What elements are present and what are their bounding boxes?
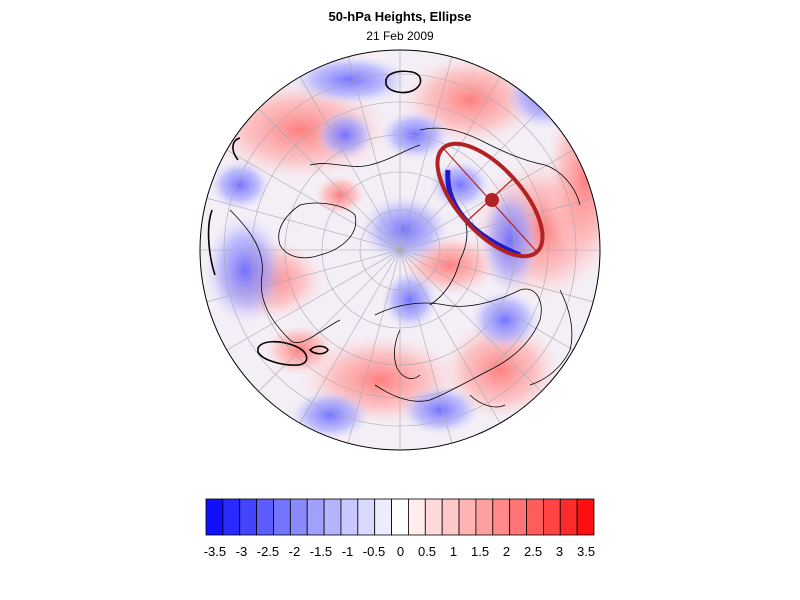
anomaly-field [200, 50, 600, 450]
colorbar-cell [357, 498, 376, 536]
colorbar-cell [509, 498, 527, 536]
colorbar-tick-label: -2 [288, 544, 301, 559]
colorbar-tick-label: 1.5 [470, 544, 490, 559]
colorbar-tick-label: 0 [396, 544, 405, 559]
ellipse-center [485, 193, 499, 207]
colorbar-cell [374, 498, 392, 536]
graticule [200, 50, 600, 450]
map-title: 50-hPa Heights, Ellipse [328, 9, 472, 24]
colorbar-tick-label: -1.5 [309, 544, 333, 559]
negative-anomaly [480, 185, 540, 295]
colorbar-tick-label: 2.5 [523, 544, 543, 559]
colorbar-cell [441, 498, 460, 536]
colorbar-tick-label: 2 [502, 544, 511, 559]
colorbar-cell [526, 498, 544, 536]
colorbar-cell [239, 498, 258, 536]
colorbar-tick-label: 0.5 [417, 544, 437, 559]
ellipse-overlay [435, 141, 545, 259]
colorbar-tick-label: -0.5 [362, 544, 386, 559]
colorbar-cell [323, 498, 342, 536]
map-date: 21 Feb 2009 [366, 29, 434, 43]
negative-anomaly [360, 195, 450, 265]
negative-anomaly [315, 110, 375, 160]
colorbar-cell [408, 498, 426, 536]
negative-anomaly [290, 390, 370, 440]
colorbar-cell [222, 498, 241, 536]
colorbar-cell [424, 498, 443, 536]
colorbar-cell [559, 498, 578, 536]
colorbar-cell [391, 498, 409, 536]
colorbar-cell [340, 498, 359, 536]
negative-anomaly [380, 110, 450, 160]
globe-outline [199, 49, 601, 451]
colorbar-cell [475, 498, 494, 536]
negative-anomaly [290, 55, 410, 105]
colorbar-cell [205, 498, 224, 536]
negative-anomaly [382, 270, 438, 330]
positive-anomaly [315, 175, 365, 215]
negative-anomaly [400, 385, 480, 435]
colorbar-tick-label: -2.5 [256, 544, 280, 559]
colorbar-tick-label: -1 [341, 544, 354, 559]
colorbar-cell [306, 498, 325, 536]
negative-anomaly [470, 290, 540, 350]
colorbar-cell [289, 498, 308, 536]
colorbar-tick-label: 3.5 [577, 544, 596, 559]
colorbar-cell [492, 498, 511, 536]
negative-anomaly [205, 215, 285, 325]
colorbar-tick-label: -3 [235, 544, 248, 559]
colorbar-cell [256, 498, 274, 536]
negative-anomaly [210, 160, 270, 210]
contour-lines [207, 70, 422, 366]
coastlines [229, 127, 581, 408]
colorbar-tick-label: 1 [449, 544, 458, 559]
colorbar-cell [458, 498, 477, 536]
colorbar-tick-label: 3 [555, 544, 564, 559]
colorbar-cell [576, 498, 595, 536]
colorbar-tick-label: -3.5 [203, 544, 227, 559]
colorbar-cell [273, 498, 291, 536]
colorbar-cell [542, 498, 561, 536]
